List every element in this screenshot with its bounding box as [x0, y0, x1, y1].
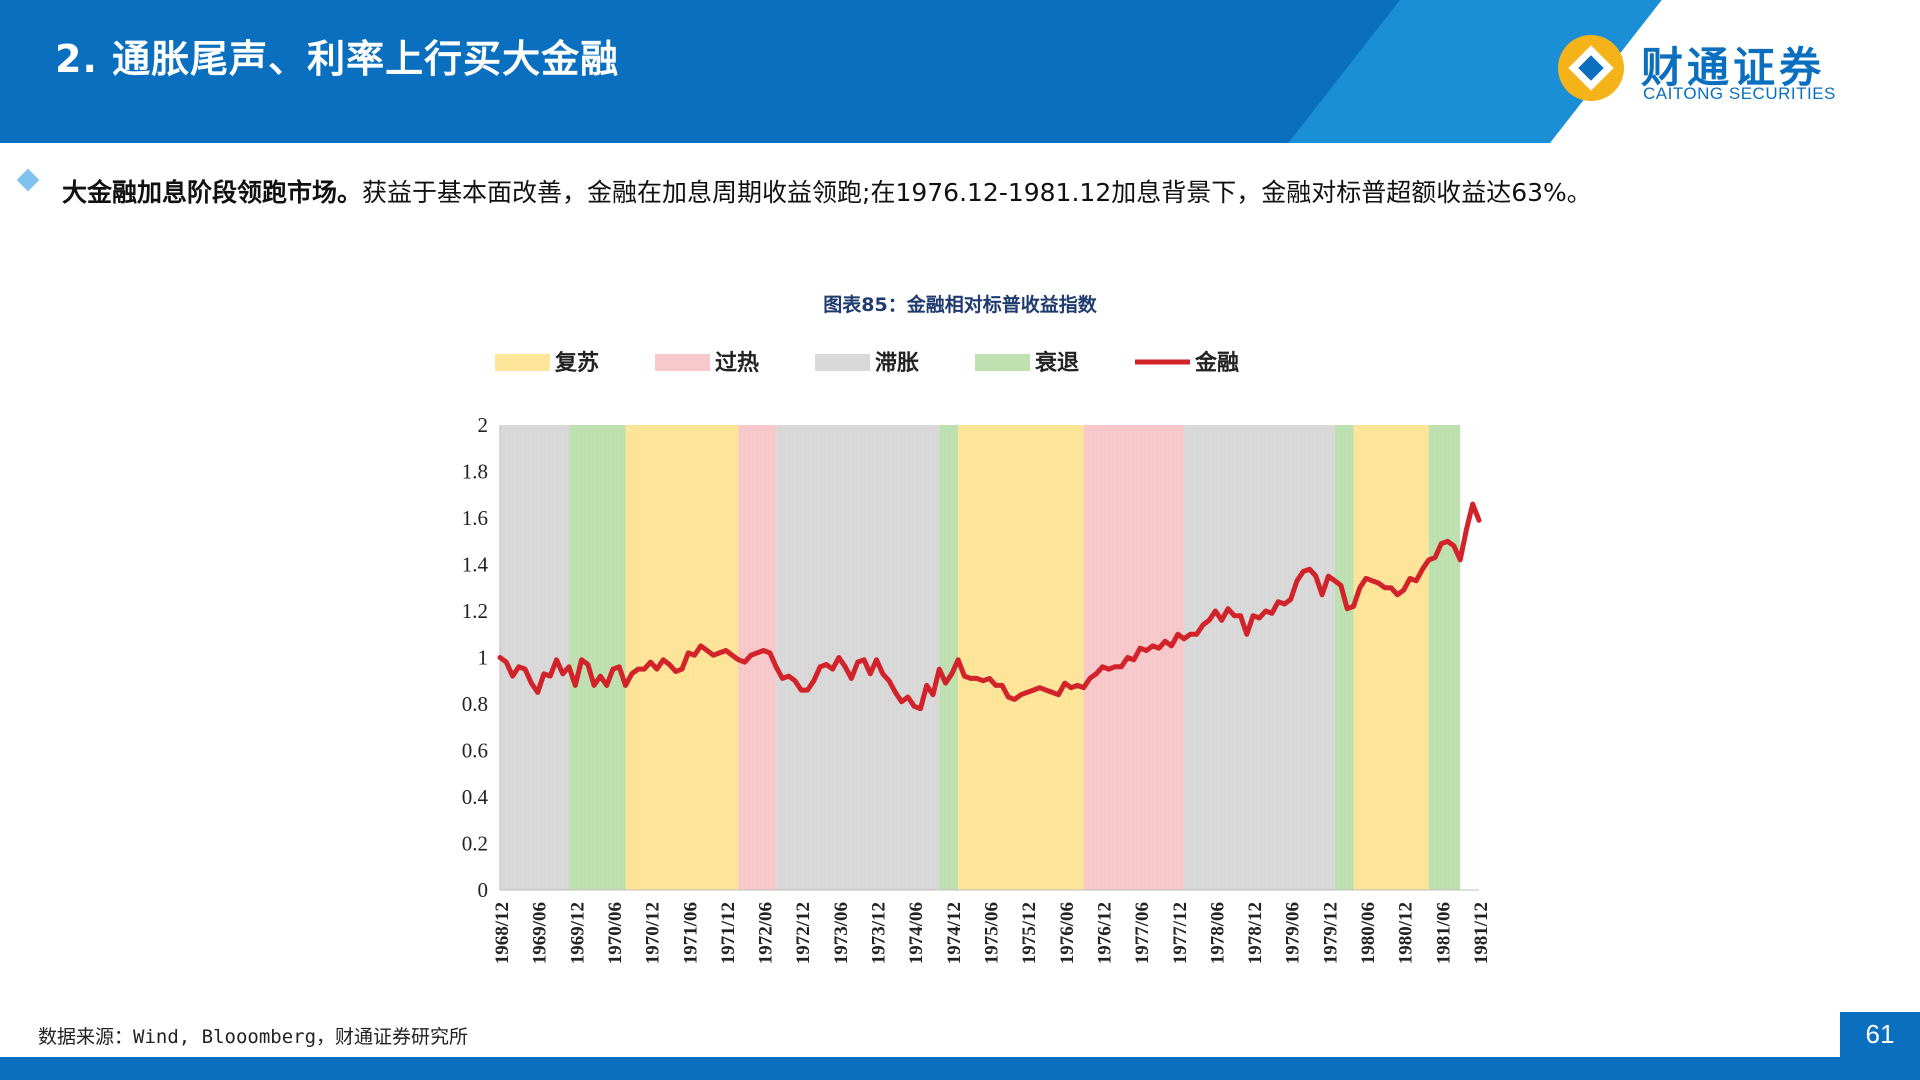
- y-tick-label: 0.8: [462, 692, 488, 716]
- diamond-bullet-icon: [16, 168, 40, 192]
- x-tick-label: 1972/12: [793, 902, 814, 964]
- y-tick-label: 1: [478, 646, 489, 670]
- bullet-bold-lead: 大金融加息阶段领跑市场。: [62, 178, 363, 207]
- bullet-text: 大金融加息阶段领跑市场。获益于基本面改善，金融在加息周期收益领跑;在1976.1…: [62, 165, 1802, 221]
- legend-swatch-stagflation: [815, 354, 870, 371]
- x-tick-label: 1968/12: [492, 902, 513, 964]
- legend-swatch-overheat: [655, 354, 710, 371]
- footer-bar: [0, 1057, 1920, 1080]
- x-tick-label: 1974/06: [906, 902, 927, 964]
- y-tick-label: 2: [478, 413, 489, 437]
- x-axis: 1968/12 1969/06 1969/12 1970/06 1970/12 1971/…: [492, 889, 1492, 964]
- x-tick-label: 1979/06: [1283, 902, 1304, 964]
- x-tick-label: 1975/06: [982, 902, 1003, 964]
- x-tick-label: 1970/06: [605, 902, 626, 964]
- x-tick-label: 1972/06: [756, 902, 777, 964]
- logo-chinese-name: 财通证券: [1641, 43, 1826, 92]
- y-axis: 0 0.2 0.4 0.6 0.8 1 1.2 1.4 1.6 1.8 2: [462, 413, 501, 902]
- y-tick-label: 0.2: [462, 832, 488, 856]
- slide-title: 2. 通胀尾声、利率上行买大金融: [55, 37, 620, 81]
- y-tick-label: 1.6: [462, 506, 488, 530]
- legend-label-recession: 衰退: [1034, 350, 1079, 376]
- y-tick-label: 1.4: [462, 553, 489, 577]
- header-bar: 2. 通胀尾声、利率上行买大金融 财通证券 CAITONG SECURITIES: [0, 0, 1920, 143]
- legend-label-stagflation: 滞胀: [875, 350, 919, 376]
- x-tick-label: 1971/06: [680, 902, 701, 964]
- x-tick-label: 1978/06: [1207, 902, 1228, 964]
- x-tick-label: 1971/12: [718, 902, 739, 964]
- x-tick-label: 1976/06: [1057, 902, 1078, 964]
- y-tick-label: 0.4: [462, 785, 489, 809]
- bullet-body: 获益于基本面改善，金融在加息周期收益领跑;在1976.12-1981.12加息背…: [362, 178, 1592, 207]
- x-tick-label: 1981/12: [1471, 902, 1492, 964]
- x-tick-label: 1980/12: [1396, 902, 1417, 964]
- series-line-financials: [497, 501, 1482, 712]
- x-tick-label: 1969/06: [530, 902, 551, 964]
- legend-label-recovery: 复苏: [554, 350, 599, 376]
- company-logo: 财通证券 CAITONG SECURITIES: [1555, 30, 1855, 110]
- page-number: 61: [1840, 1012, 1920, 1057]
- logo-emblem-icon: [1558, 35, 1624, 101]
- x-tick-label: 1981/06: [1433, 902, 1454, 964]
- series-financials: [497, 501, 1482, 712]
- y-tick-label: 1.2: [462, 599, 488, 623]
- x-tick-label: 1974/12: [944, 902, 965, 964]
- legend-swatch-recession: [975, 354, 1030, 371]
- band-texture: [500, 425, 1479, 890]
- financials-relative-chart: 复苏 过热 滞胀 衰退 金融 0 0.2 0.4 0.6 0.8 1 1.2 1.4 1.6 1.8 2 1…: [462, 350, 1492, 964]
- logo-english-name: CAITONG SECURITIES: [1643, 84, 1836, 103]
- legend-label-line: 金融: [1194, 350, 1239, 376]
- y-tick-label: 0.6: [462, 739, 488, 763]
- x-tick-label: 1976/12: [1094, 902, 1115, 964]
- x-tick-label: 1977/12: [1170, 902, 1191, 964]
- y-tick-label: 1.8: [462, 460, 488, 484]
- x-tick-label: 1979/12: [1320, 902, 1341, 964]
- source-note: 数据来源：Wind, Blooomberg，财通证券研究所: [38, 1026, 469, 1048]
- x-tick-label: 1978/12: [1245, 902, 1266, 964]
- legend-label-overheat: 过热: [715, 350, 759, 376]
- x-tick-label: 1969/12: [567, 902, 588, 964]
- chart-legend: 复苏 过热 滞胀 衰退 金融: [495, 350, 1239, 376]
- legend-swatch-recovery: [495, 354, 550, 371]
- x-tick-label: 1973/06: [831, 902, 852, 964]
- x-tick-label: 1980/06: [1358, 902, 1379, 964]
- y-tick-label: 0: [478, 878, 489, 902]
- x-tick-label: 1975/12: [1019, 902, 1040, 964]
- x-tick-label: 1973/12: [869, 902, 890, 964]
- chart-title: 图表85：金融相对标普收益指数: [823, 294, 1097, 316]
- x-tick-label: 1970/12: [643, 902, 664, 964]
- x-tick-label: 1977/06: [1132, 902, 1153, 964]
